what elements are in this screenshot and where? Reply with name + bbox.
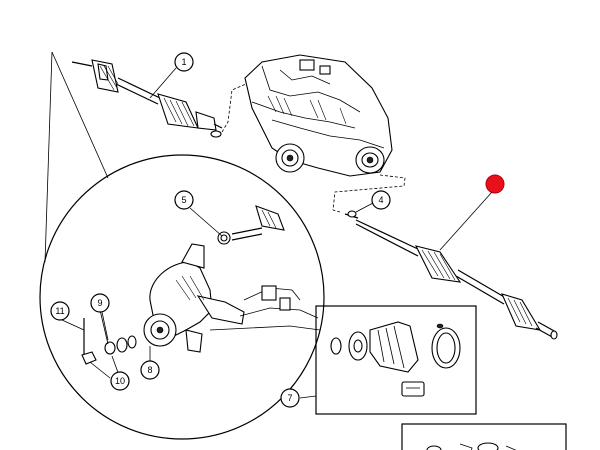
leader-shaft-to-transaxle bbox=[221, 83, 247, 133]
callout-7[interactable]: 7 bbox=[280, 388, 300, 408]
leader-highlight bbox=[439, 191, 493, 251]
boot-kit-box bbox=[315, 305, 477, 415]
callout-4-label: 4 bbox=[378, 195, 383, 205]
callout-1[interactable]: 1 bbox=[174, 52, 194, 72]
knuckle-detail-view bbox=[39, 51, 325, 440]
left-halfshaft bbox=[71, 59, 223, 138]
transaxle-assembly bbox=[244, 54, 393, 177]
callout-10[interactable]: 10 bbox=[110, 371, 130, 391]
callout-leaders bbox=[61, 67, 374, 399]
right-halfshaft bbox=[344, 210, 558, 340]
partial-part-box bbox=[401, 423, 567, 450]
callout-11-label: 11 bbox=[55, 306, 64, 316]
callout-8[interactable]: 8 bbox=[140, 360, 160, 380]
callout-9[interactable]: 9 bbox=[90, 293, 110, 313]
leader-transaxle-to-right-shaft bbox=[332, 174, 406, 213]
callout-11[interactable]: 11 bbox=[50, 301, 70, 321]
callout-5[interactable]: 5 bbox=[174, 190, 194, 210]
callout-9-label: 9 bbox=[97, 298, 102, 308]
callout-4[interactable]: 4 bbox=[371, 190, 391, 210]
callout-8-label: 8 bbox=[147, 365, 152, 375]
callout-7-label: 7 bbox=[287, 393, 292, 403]
callout-1-label: 1 bbox=[181, 57, 186, 67]
callout-10-label: 10 bbox=[115, 376, 125, 386]
highlight-marker[interactable] bbox=[485, 174, 505, 194]
callout-5-label: 5 bbox=[181, 195, 186, 205]
